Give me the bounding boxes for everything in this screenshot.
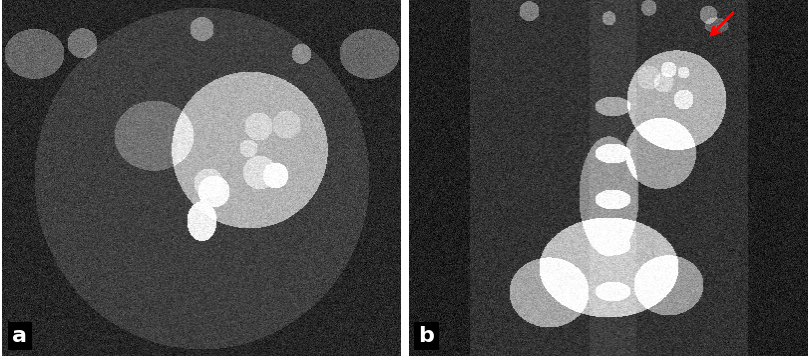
Text: b: b xyxy=(418,326,434,346)
Text: a: a xyxy=(12,326,28,346)
